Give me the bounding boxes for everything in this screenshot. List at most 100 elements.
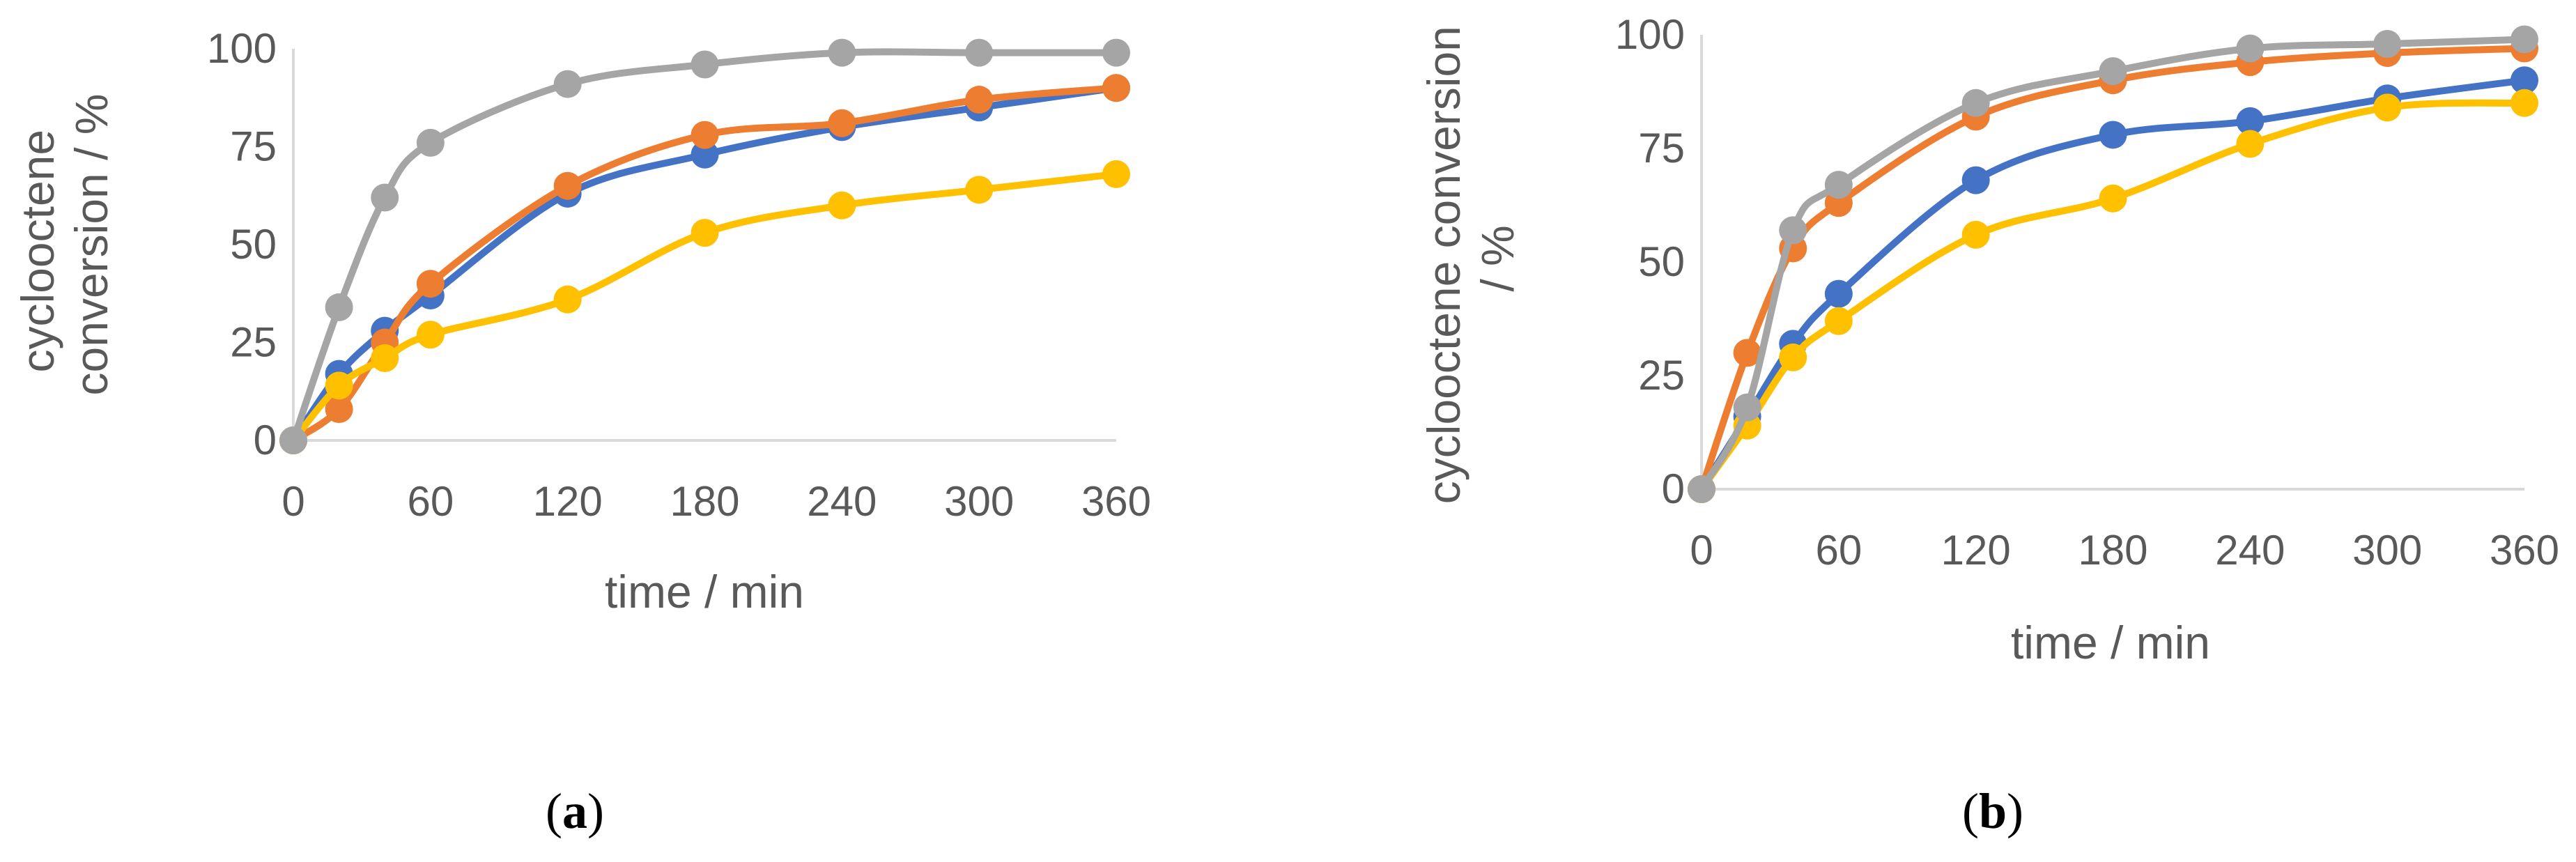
- y-tick-label-b-100: 100: [1615, 11, 1685, 58]
- data-point-a-4-4: [553, 70, 582, 98]
- data-point-a-4-6: [828, 38, 856, 67]
- y-tick-label-a-50: 50: [230, 221, 277, 268]
- data-point-b-4-2: [1779, 216, 1807, 245]
- data-point-a-3-6: [828, 191, 856, 220]
- x-tick-label-b-120: 120: [1941, 527, 2011, 574]
- x-tick-labels-b: 0 60 120 180 240 300 360: [1690, 527, 2559, 574]
- data-point-a-2-3: [416, 270, 445, 298]
- data-point-b-4-3: [1824, 171, 1853, 199]
- data-point-a-2-5: [691, 121, 719, 149]
- series-a-4: [279, 38, 1130, 454]
- series-line-a-4: [290, 48, 1120, 444]
- data-point-b-1-4: [1961, 166, 1990, 194]
- data-point-a-3-1: [325, 371, 353, 400]
- data-point-b-4-8: [2511, 25, 2538, 54]
- x-tick-label-b-0: 0: [1690, 527, 1713, 574]
- data-point-b-4-7: [2373, 30, 2402, 59]
- data-point-a-4-7: [965, 38, 994, 67]
- series-line-b-2: [1698, 99, 2528, 493]
- data-point-b-4-5: [2099, 57, 2127, 86]
- data-point-b-4-4: [1961, 88, 1990, 117]
- y-tick-label-b-50: 50: [1638, 238, 1685, 285]
- data-point-a-3-7: [965, 176, 994, 204]
- data-point-a-3-5: [691, 219, 719, 247]
- data-point-a-3-2: [371, 344, 399, 372]
- data-point-a-4-1: [325, 293, 353, 321]
- data-point-a-2-1: [325, 395, 353, 424]
- data-point-b-4-1: [1733, 393, 1761, 422]
- data-point-a-4-8: [1102, 38, 1130, 67]
- x-tick-label-a-0: 0: [281, 478, 304, 525]
- series-b-4: [1688, 25, 2538, 503]
- data-point-a-2-7: [965, 86, 994, 114]
- axis-lines-b: [1700, 35, 2524, 491]
- x-axis-title-a: time / min: [605, 566, 804, 617]
- y-tick-label-b-75: 75: [1638, 125, 1685, 171]
- x-tick-label-b-180: 180: [2078, 527, 2147, 574]
- data-point-a-2-8: [1102, 74, 1130, 102]
- y-tick-label-a-75: 75: [230, 123, 277, 170]
- chart-panel-a: 0 25 50 75 100 0 60 120 180 240 300 360 cycloocten…: [12, 25, 1151, 839]
- panel-label-b-letter: b: [1979, 783, 2007, 839]
- x-tick-label-a-300: 300: [944, 478, 1014, 525]
- data-point-b-2-5: [2099, 184, 2127, 213]
- y-axis-title-a: cyclooctene conversion / %: [12, 94, 117, 396]
- data-point-b-2-3: [1824, 307, 1853, 335]
- y-tick-label-a-25: 25: [230, 319, 277, 366]
- series-line-b-3: [1698, 45, 2528, 493]
- axis-lines-a: [292, 49, 1116, 442]
- x-tick-label-b-360: 360: [2490, 527, 2559, 574]
- series-group-b: [1688, 25, 2538, 503]
- chart-panel-b: 0 25 50 75 100 0 60 120 180 240 300 360 cycloocten…: [1418, 11, 2559, 839]
- data-point-a-3-4: [553, 285, 582, 314]
- x-tick-label-a-180: 180: [670, 478, 739, 525]
- data-point-a-1-5: [691, 140, 719, 169]
- series-group-a: [279, 38, 1130, 454]
- data-point-b-2-8: [2511, 88, 2538, 117]
- data-point-b-1-8: [2511, 66, 2538, 95]
- y-tick-label-a-100: 100: [207, 25, 277, 72]
- x-tick-label-b-240: 240: [2215, 527, 2285, 574]
- x-tick-label-b-60: 60: [1815, 527, 1862, 574]
- series-line-a-1: [290, 84, 1120, 444]
- y-tick-labels-a: 0 25 50 75 100: [207, 25, 277, 463]
- data-point-a-4-3: [416, 128, 445, 157]
- series-b-2: [1688, 88, 2538, 503]
- data-point-b-4-6: [2236, 34, 2265, 63]
- data-point-b-2-6: [2236, 130, 2265, 158]
- x-axis-title-b: time / min: [2011, 617, 2210, 668]
- data-point-b-1-3: [1824, 279, 1853, 308]
- x-tick-labels-a: 0 60 120 180 240 300 360: [281, 478, 1151, 525]
- series-line-a-3: [290, 170, 1120, 444]
- data-point-a-3-3: [416, 321, 445, 349]
- x-tick-label-a-120: 120: [533, 478, 603, 525]
- y-tick-label-a-0: 0: [254, 417, 277, 463]
- y-axis-title-a-line-2: conversion / %: [65, 94, 117, 396]
- y-tick-label-b-25: 25: [1638, 352, 1685, 399]
- y-axis-title-b: cyclooctene conversion / %: [1418, 13, 1523, 504]
- panel-label-a-letter: a: [562, 783, 587, 839]
- x-tick-label-a-240: 240: [807, 478, 877, 525]
- data-point-a-4-5: [691, 50, 719, 79]
- series-a-2: [279, 74, 1130, 454]
- y-axis-title-a-line-1: cyclooctene: [12, 130, 63, 373]
- data-point-b-1-6: [2236, 107, 2265, 135]
- data-point-b-1-5: [2099, 121, 2127, 149]
- data-point-b-2-4: [1961, 220, 1990, 249]
- data-point-a-2-6: [828, 109, 856, 137]
- data-point-a-4-0: [279, 426, 307, 454]
- y-axis-title-b-line-2: / %: [1472, 225, 1523, 291]
- series-line-b-1: [1698, 77, 2528, 493]
- y-tick-label-b-0: 0: [1662, 465, 1685, 512]
- data-point-a-3-8: [1102, 160, 1130, 188]
- data-point-b-2-7: [2373, 93, 2402, 122]
- x-tick-label-a-360: 360: [1081, 478, 1151, 525]
- data-point-a-2-4: [553, 171, 582, 200]
- data-point-a-4-2: [371, 183, 399, 212]
- x-tick-label-b-300: 300: [2352, 527, 2422, 574]
- data-point-b-2-2: [1779, 343, 1807, 371]
- data-point-b-4-0: [1688, 475, 1715, 503]
- series-b-1: [1688, 66, 2538, 503]
- panel-label-a: (a): [546, 783, 604, 839]
